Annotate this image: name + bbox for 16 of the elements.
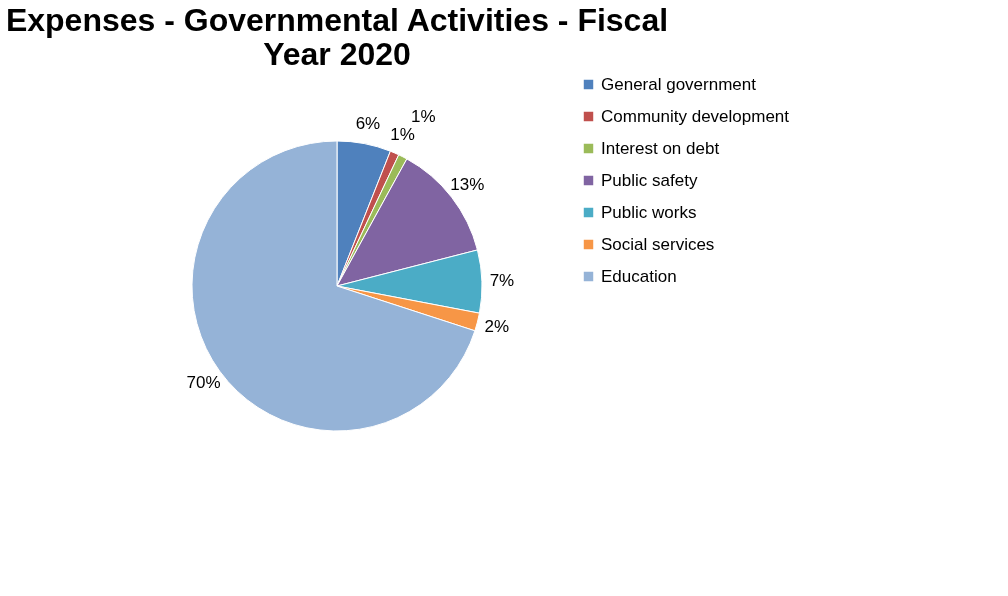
legend-label: Community development [601,106,790,126]
legend-label: General government [601,74,757,94]
legend-label: Public safety [601,170,698,190]
legend-label: Education [601,266,677,286]
data-label: 1% [410,106,436,126]
data-label: 13% [450,174,485,194]
data-label: 1% [390,124,415,144]
legend-label: Public works [601,202,697,222]
text: Year 2020 [263,36,411,72]
data-label: 2% [484,317,510,337]
data-label: 7% [489,270,515,290]
data-label: 70% [186,372,221,392]
data-label: 6% [355,113,381,133]
text: Expenses - Governmental Activities - Fiscal [5,2,669,38]
legend-label: Interest on debt [601,138,720,158]
legend-label: Social services [601,234,715,254]
